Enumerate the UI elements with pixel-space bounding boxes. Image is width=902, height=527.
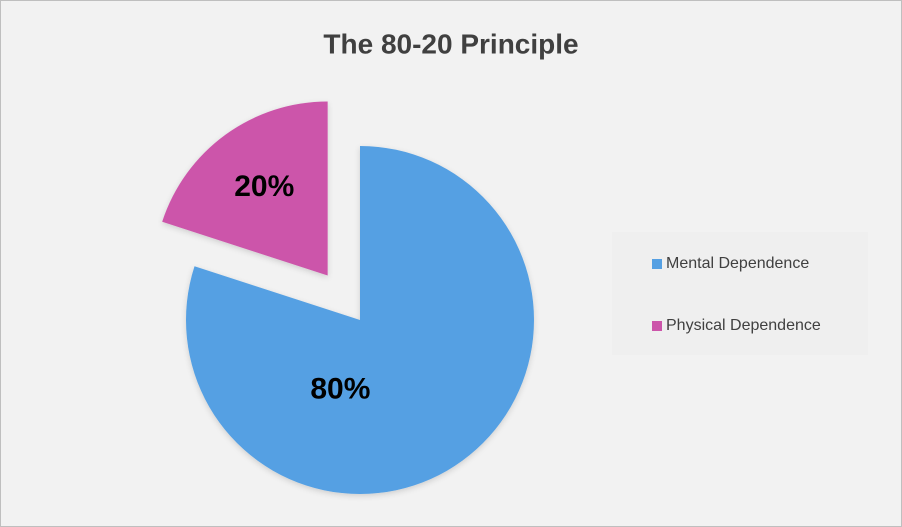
legend-label: Physical Dependence [666, 317, 821, 334]
pie-slice [185, 146, 534, 494]
data-label: 20% [234, 170, 294, 203]
data-label: 80% [310, 372, 370, 405]
legend-swatch [652, 321, 662, 331]
chart-title: The 80-20 Principle [323, 28, 578, 59]
legend-swatch [652, 259, 662, 269]
legend-box [612, 232, 868, 355]
pie-slice [162, 101, 328, 276]
legend-label: Mental Dependence [666, 255, 809, 272]
